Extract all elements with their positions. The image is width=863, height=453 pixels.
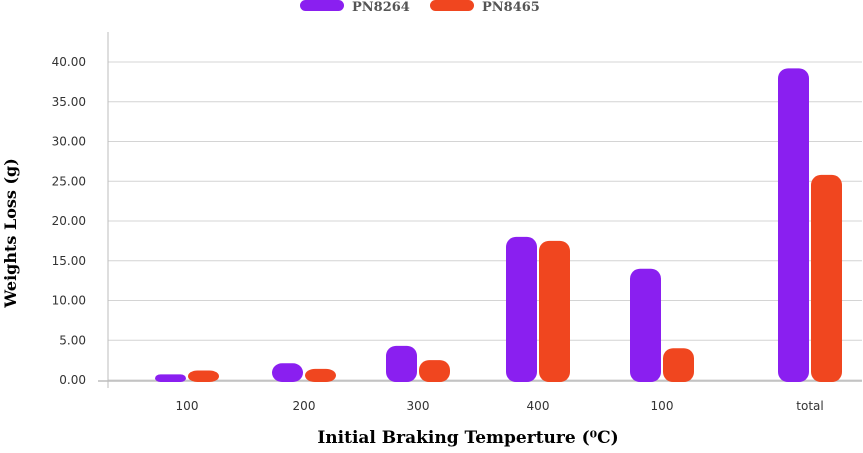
bar-pn8465-3 <box>539 240 570 382</box>
x-tick-label: 100 <box>651 399 674 413</box>
y-tick-label: 20.00 <box>52 214 86 228</box>
bar-pn8264-1 <box>272 363 303 382</box>
y-tick-label: 15.00 <box>52 254 86 268</box>
y-tick-label: 35.00 <box>52 95 86 109</box>
x-tick-label: 300 <box>407 399 430 413</box>
bar-pn8264-3 <box>506 236 537 382</box>
axes: 0.00 5.00 10.00 15.00 20.00 25.00 30.00 35.00 40… <box>52 32 862 413</box>
legend-swatch-pn8465 <box>430 0 474 11</box>
x-tick-label: 400 <box>527 399 550 413</box>
x-axis-title: Initial Braking Temperture (⁰C) <box>317 428 618 448</box>
y-axis-title: Weights Loss (g) <box>1 158 20 309</box>
bar-pn8465-2 <box>419 360 450 382</box>
legend-label-pn8264: PN8264 <box>352 0 410 15</box>
bar-pn8465-4 <box>663 348 694 382</box>
y-tick-label: 5.00 <box>59 333 86 347</box>
gridlines <box>108 61 862 381</box>
x-tick-label: 100 <box>176 399 199 413</box>
bar-pn8264-4 <box>630 268 661 382</box>
y-tick-label: 10.00 <box>52 294 86 308</box>
y-tick-label: 40.00 <box>52 55 86 69</box>
bar-pn8264-0 <box>155 374 186 382</box>
bar-pn8264-5 <box>778 68 809 383</box>
y-tick-label: 0.00 <box>59 373 86 387</box>
bars <box>155 68 842 383</box>
bar-pn8465-0 <box>188 370 219 382</box>
y-tick-label: 30.00 <box>52 135 86 149</box>
bar-pn8264-2 <box>386 345 417 382</box>
legend: PN8264 PN8465 <box>300 0 540 15</box>
legend-label-pn8465: PN8465 <box>482 0 540 15</box>
y-tick-label: 25.00 <box>52 174 86 188</box>
x-tick-label: 200 <box>293 399 316 413</box>
x-tick-label: total <box>796 399 823 413</box>
bar-pn8465-5 <box>811 174 842 382</box>
legend-swatch-pn8264 <box>300 0 344 11</box>
bar-pn8465-1 <box>305 368 336 382</box>
